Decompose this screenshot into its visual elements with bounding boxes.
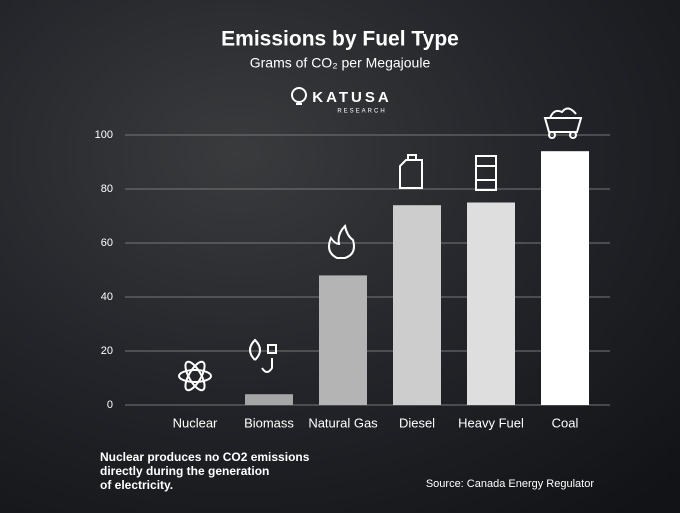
bar bbox=[393, 205, 441, 405]
icons bbox=[178, 107, 583, 392]
x-tick-label: Biomass bbox=[244, 415, 294, 430]
x-tick-label: Heavy Fuel bbox=[458, 415, 524, 430]
x-tick-label: Natural Gas bbox=[308, 415, 378, 430]
bar bbox=[319, 275, 367, 405]
note-line: Nuclear produces no CO2 emissions bbox=[100, 450, 310, 464]
chart-subtitle: Grams of CO₂ per Megajoule bbox=[250, 55, 431, 71]
bar bbox=[541, 151, 589, 405]
chart-title: Emissions by Fuel Type bbox=[221, 28, 459, 51]
logo: KATUSA RESEARCH bbox=[291, 87, 391, 115]
y-tick-label: 0 bbox=[107, 399, 113, 411]
source: Source: Canada Energy Regulator bbox=[426, 478, 594, 490]
y-tick-label: 20 bbox=[101, 345, 113, 357]
x-tick-label: Nuclear bbox=[173, 415, 218, 430]
logo-tagline: RESEARCH bbox=[337, 109, 386, 115]
y-tick-label: 100 bbox=[95, 129, 113, 141]
x-tick-label: Diesel bbox=[399, 415, 435, 430]
x-tick-label: Coal bbox=[552, 415, 579, 430]
note-line: of electricity. bbox=[100, 478, 173, 492]
logo-name: KATUSA bbox=[312, 89, 391, 106]
y-tick-label: 80 bbox=[101, 183, 113, 195]
y-tick-label: 60 bbox=[101, 237, 113, 249]
bar bbox=[467, 202, 515, 405]
note-line: directly during the generation bbox=[100, 464, 269, 478]
y-tick-label: 40 bbox=[101, 291, 113, 303]
bar bbox=[245, 394, 293, 405]
